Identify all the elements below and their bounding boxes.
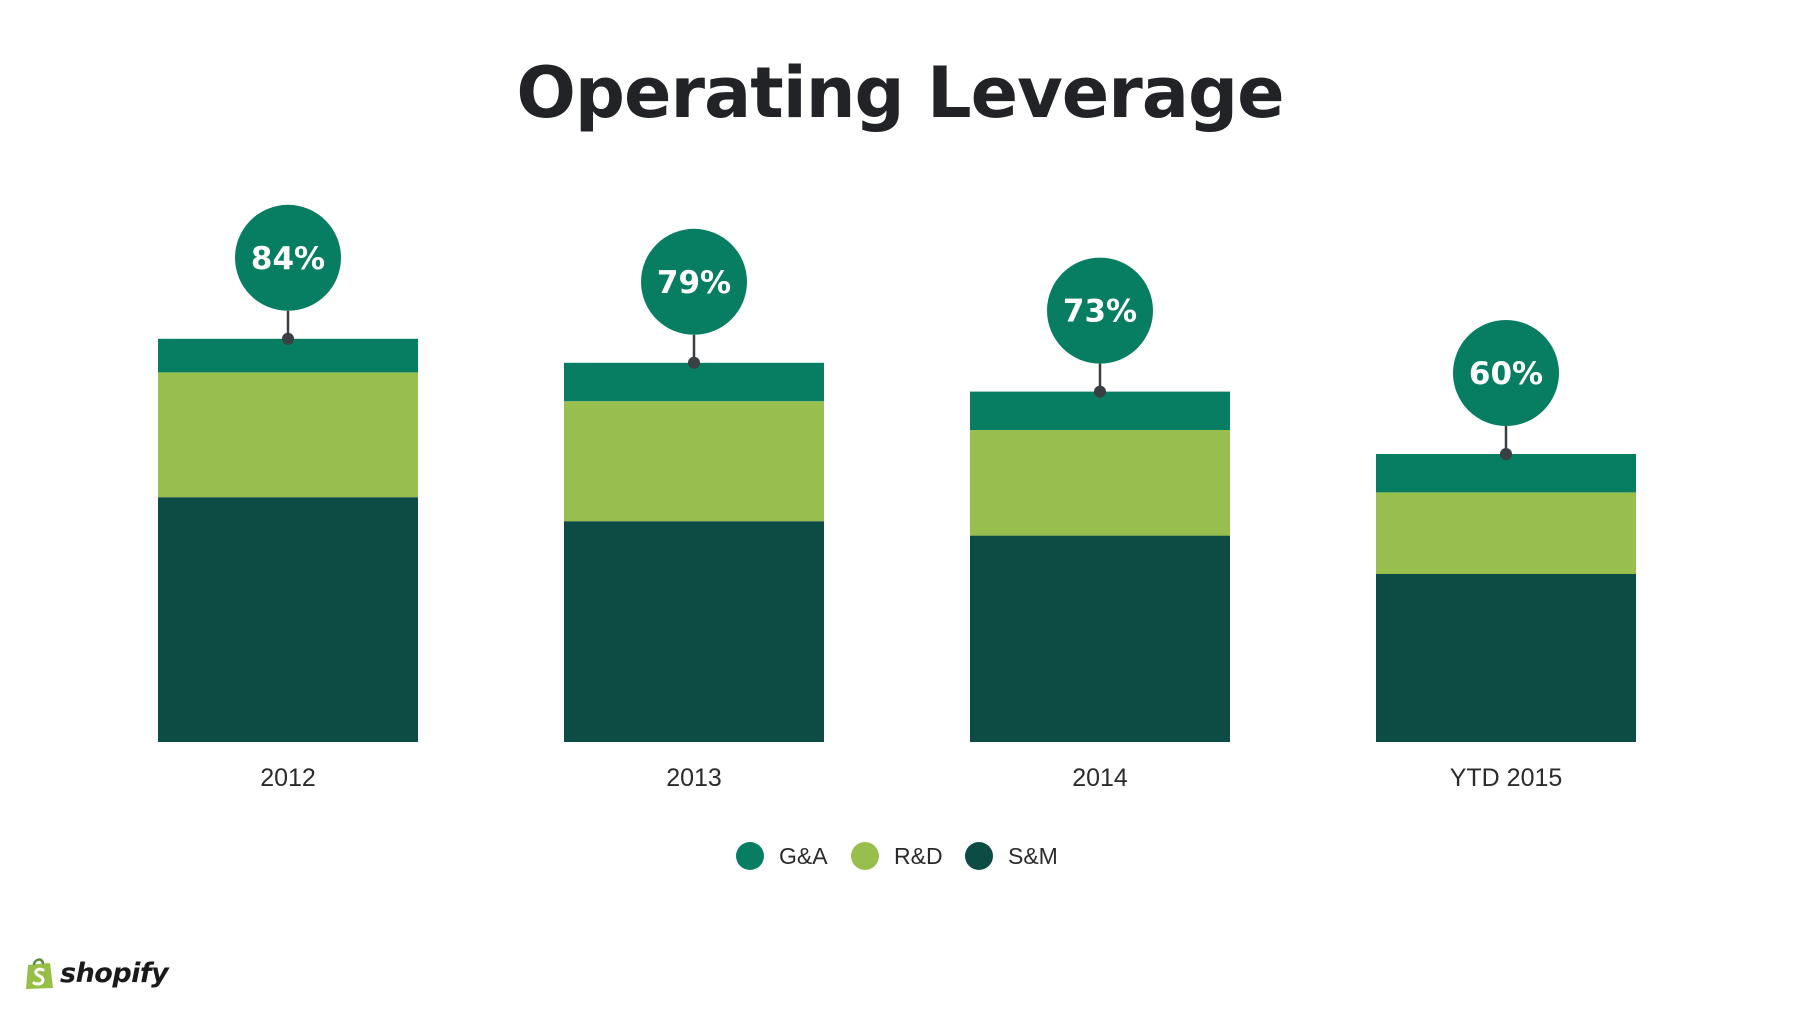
legend-label-ga: G&A xyxy=(779,843,828,869)
legend-swatch-rd xyxy=(851,842,879,870)
bar-ga-1 xyxy=(564,362,824,402)
legend-swatch-sm xyxy=(965,842,993,870)
brand-name: shopify xyxy=(60,957,169,989)
bar-rd-0 xyxy=(158,372,418,498)
connector-dot-0 xyxy=(282,332,294,345)
legend-label-rd: R&D xyxy=(894,843,943,869)
total-bubble-1 xyxy=(641,228,747,335)
total-bubble-3 xyxy=(1453,320,1559,426)
total-label-3: 60% xyxy=(1469,356,1543,392)
connector-dot-2 xyxy=(1094,385,1106,398)
bar-sm-2 xyxy=(970,535,1230,742)
bar-ga-2 xyxy=(970,391,1230,430)
x-tick-label-0: 2012 xyxy=(260,764,316,792)
bar-rd-2 xyxy=(970,430,1230,536)
total-bubble-0 xyxy=(235,204,341,311)
legend-swatch-ga xyxy=(736,842,764,870)
bar-sm-3 xyxy=(1376,574,1636,742)
connector-dot-1 xyxy=(688,356,700,369)
x-tick-label-1: 2013 xyxy=(666,764,722,792)
total-bubble-2 xyxy=(1047,257,1153,364)
total-label-2: 73% xyxy=(1063,294,1137,330)
bar-rd-3 xyxy=(1376,492,1636,574)
total-label-1: 79% xyxy=(657,265,731,301)
bar-rd-1 xyxy=(564,401,824,522)
bar-ga-3 xyxy=(1376,454,1636,493)
shopify-logo: shopify xyxy=(24,956,169,990)
x-tick-label-3: YTD 2015 xyxy=(1450,764,1563,792)
bar-sm-1 xyxy=(564,521,824,742)
shopping-bag-icon xyxy=(26,958,53,989)
connector-dot-3 xyxy=(1500,448,1512,460)
legend-label-sm: S&M xyxy=(1008,843,1058,869)
page-title: Operating Leverage xyxy=(516,52,1284,134)
total-label-0: 84% xyxy=(251,241,325,277)
x-tick-label-2: 2014 xyxy=(1072,764,1128,792)
bar-sm-0 xyxy=(158,497,418,742)
